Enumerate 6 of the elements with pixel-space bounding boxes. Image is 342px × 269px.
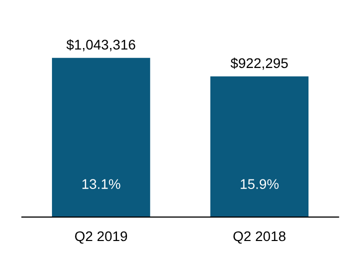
annotation: 13.1%	[82, 179, 120, 189]
data-label: $922,295	[230, 58, 288, 70]
x-tick-label: Q2 2018	[233, 231, 286, 244]
annotation: 15.9%	[240, 179, 279, 189]
data-label: $1,043,316	[66, 39, 136, 52]
x-tick-label: Q2 2019	[75, 231, 128, 244]
